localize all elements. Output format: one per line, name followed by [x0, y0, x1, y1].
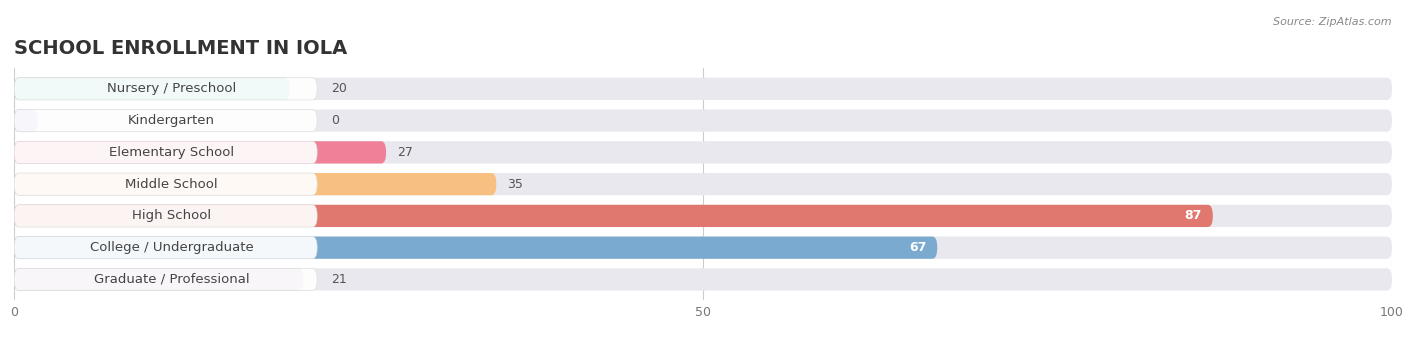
- Text: 0: 0: [330, 114, 339, 127]
- FancyBboxPatch shape: [14, 141, 318, 163]
- FancyBboxPatch shape: [14, 109, 1392, 132]
- Text: 35: 35: [508, 178, 523, 191]
- Text: Kindergarten: Kindergarten: [128, 114, 215, 127]
- FancyBboxPatch shape: [14, 205, 1213, 227]
- FancyBboxPatch shape: [14, 173, 318, 195]
- Text: SCHOOL ENROLLMENT IN IOLA: SCHOOL ENROLLMENT IN IOLA: [14, 39, 347, 58]
- FancyBboxPatch shape: [14, 237, 318, 259]
- Text: Elementary School: Elementary School: [110, 146, 235, 159]
- Text: Source: ZipAtlas.com: Source: ZipAtlas.com: [1274, 17, 1392, 27]
- Text: Middle School: Middle School: [125, 178, 218, 191]
- Text: Graduate / Professional: Graduate / Professional: [94, 273, 249, 286]
- FancyBboxPatch shape: [14, 173, 1392, 195]
- FancyBboxPatch shape: [14, 268, 304, 291]
- FancyBboxPatch shape: [14, 78, 1392, 100]
- FancyBboxPatch shape: [14, 268, 318, 291]
- FancyBboxPatch shape: [14, 141, 1392, 163]
- Text: 87: 87: [1184, 209, 1202, 222]
- FancyBboxPatch shape: [14, 109, 38, 132]
- Text: High School: High School: [132, 209, 211, 222]
- FancyBboxPatch shape: [14, 109, 318, 132]
- Text: College / Undergraduate: College / Undergraduate: [90, 241, 253, 254]
- FancyBboxPatch shape: [14, 237, 1392, 259]
- FancyBboxPatch shape: [14, 78, 290, 100]
- FancyBboxPatch shape: [14, 237, 938, 259]
- FancyBboxPatch shape: [14, 141, 387, 163]
- Text: 27: 27: [396, 146, 413, 159]
- FancyBboxPatch shape: [14, 205, 1392, 227]
- Text: Nursery / Preschool: Nursery / Preschool: [107, 82, 236, 95]
- Text: 20: 20: [330, 82, 347, 95]
- FancyBboxPatch shape: [14, 173, 496, 195]
- Text: 21: 21: [330, 273, 347, 286]
- FancyBboxPatch shape: [14, 205, 318, 227]
- Text: 67: 67: [908, 241, 927, 254]
- FancyBboxPatch shape: [14, 268, 1392, 291]
- FancyBboxPatch shape: [14, 78, 318, 100]
